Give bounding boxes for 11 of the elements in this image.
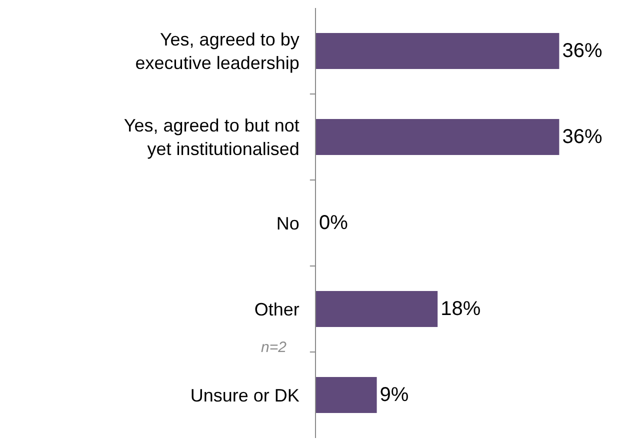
y-tick-label: Yes, agreed to by executive leadership [135,30,300,73]
data-label: 36% [562,126,602,148]
y-tick-label: Other [254,299,300,320]
y-tick-label: Yes, agreed to but not yet institutionalised [124,116,300,159]
data-label: 18% [440,298,481,320]
data-label: 0% [319,212,348,234]
data-label: 9% [380,384,409,406]
text: n=2 [261,339,288,356]
y-tick-label: No [276,213,300,234]
data-label: 36% [562,40,602,62]
y-tick-label: Unsure or DK [190,385,300,406]
